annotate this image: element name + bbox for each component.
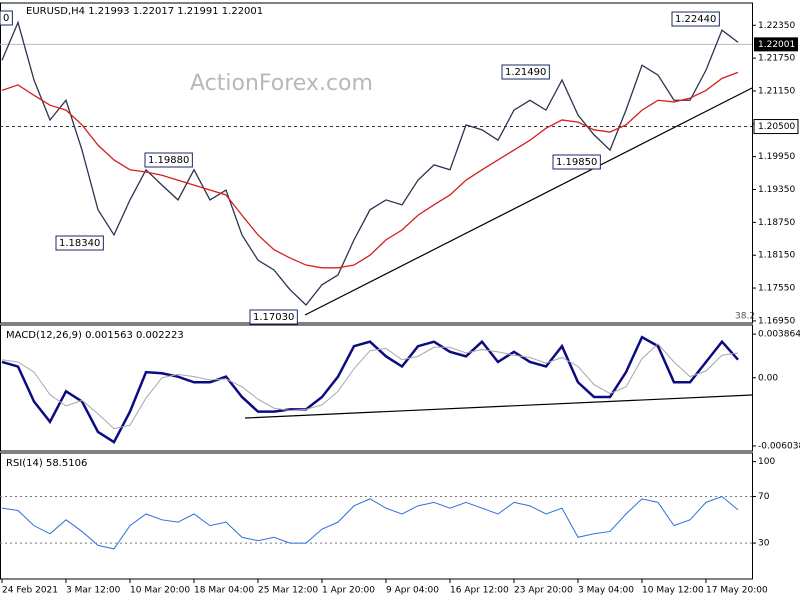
series-line [1, 343, 739, 430]
series-line [1, 495, 739, 550]
annotation-label: 0 [3, 13, 9, 24]
y-tick-label: 1.21150 [758, 86, 795, 96]
y-tick-label: 1.16950 [758, 316, 795, 326]
x-tick-label: 17 May 20:00 [706, 586, 768, 596]
y-tick-label: 70 [758, 492, 770, 502]
x-tick-label: 10 Mar 20:00 [130, 586, 190, 596]
y-tick-label: -0.006038 [758, 441, 800, 451]
y-tick-label: 1.22350 [758, 21, 795, 31]
fib-label: 38.2 [735, 312, 755, 322]
trendline [304, 87, 753, 316]
level-label: 1.20500 [758, 122, 795, 132]
macd-title: MACD(12,26,9) 0.001563 0.002223 [6, 330, 184, 341]
x-tick-label: 23 Apr 20:00 [514, 586, 573, 596]
panel-frame [0, 324, 753, 452]
macd-trendline [244, 394, 753, 419]
series-line [1, 71, 739, 269]
series-line [1, 335, 739, 444]
annotation-label: 1.17030 [253, 312, 294, 323]
annotation-label: 1.21490 [505, 67, 546, 78]
last-price-box [754, 37, 798, 52]
y-tick-label: 1.19350 [758, 185, 795, 195]
annotation-box [0, 10, 13, 26]
x-tick-label: 3 May 04:00 [578, 586, 634, 596]
last-price-label: 1.22001 [758, 40, 795, 50]
x-tick-label: 16 Apr 12:00 [450, 586, 509, 596]
annotation-label: 1.18340 [59, 238, 100, 249]
x-tick-label: 25 Mar 12:00 [258, 586, 318, 596]
series-line [1, 20, 739, 306]
y-tick-label: 1.19950 [758, 152, 795, 162]
x-tick-label: 3 Mar 12:00 [66, 586, 121, 596]
annotation-label: 1.22440 [675, 14, 716, 25]
annotation-box [671, 11, 720, 27]
watermark: ActionForex.com [190, 71, 373, 96]
annotation-box [501, 64, 550, 80]
y-tick-label: 0.003864 [758, 330, 800, 340]
annotation-box [249, 309, 298, 325]
rsi-title: RSI(14) 58.5106 [6, 458, 87, 469]
panel-frame [0, 2, 753, 324]
x-tick-label: 10 May 12:00 [642, 586, 704, 596]
annotation-box [55, 235, 104, 251]
y-tick-label: 30 [758, 539, 770, 549]
y-tick-label: 1.18150 [758, 251, 795, 261]
chart-title: EURUSD,H4 1.21993 1.22017 1.21991 1.2200… [26, 6, 263, 17]
y-tick-label: 1.18750 [758, 218, 795, 228]
y-tick-label: 100 [758, 457, 775, 467]
x-tick-label: 1 Apr 20:00 [322, 586, 375, 596]
annotation-box [144, 152, 193, 168]
x-tick-label: 9 Apr 04:00 [386, 586, 439, 596]
x-tick-label: 24 Feb 2021 [2, 586, 58, 596]
y-tick-label: 0.00 [758, 373, 778, 383]
y-tick-label: 1.21750 [758, 54, 795, 64]
y-tick-label: 1.17550 [758, 284, 795, 294]
annotation-box [552, 154, 601, 170]
annotation-label: 1.19850 [556, 157, 597, 168]
annotation-label: 1.19880 [148, 155, 189, 166]
x-tick-label: 18 Mar 04:00 [194, 586, 254, 596]
level-box [753, 119, 799, 135]
